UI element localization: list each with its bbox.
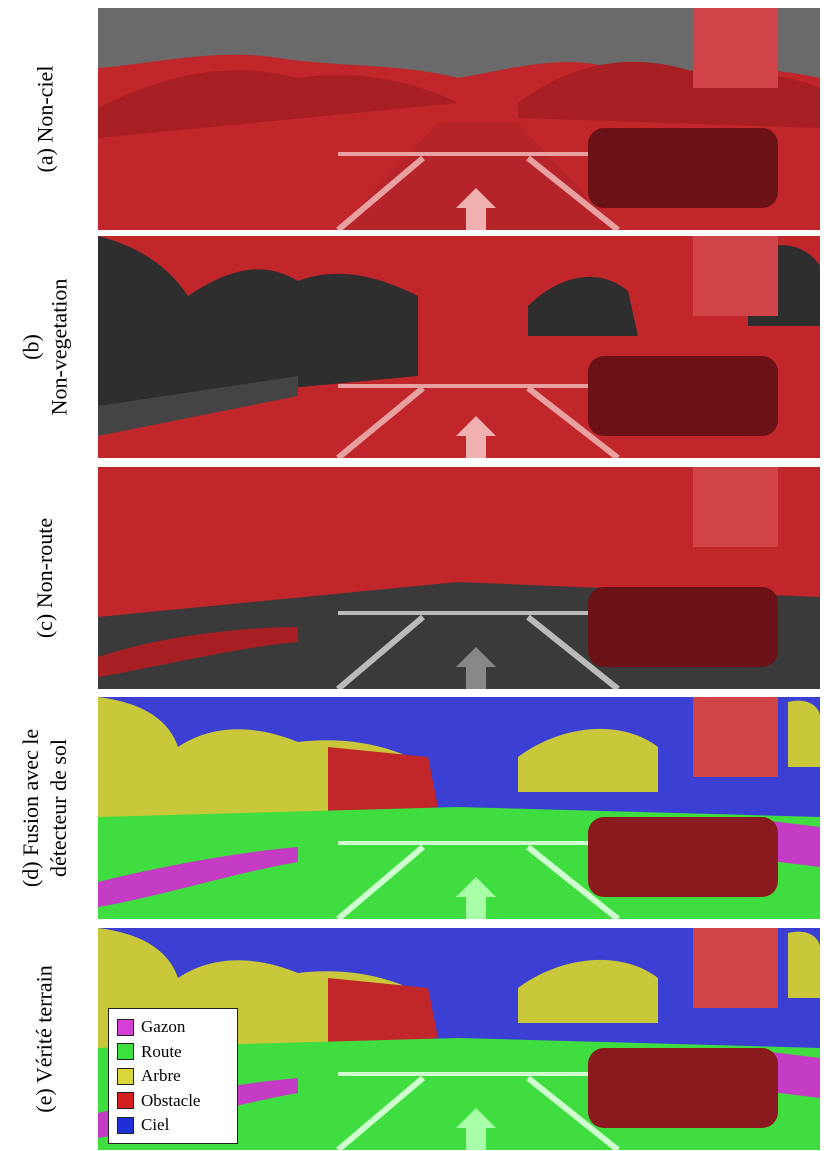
label-line: (a) Non-ciel (32, 65, 58, 173)
legend-item-gazon: Gazon (117, 1015, 229, 1040)
legend-item-route: Route (117, 1040, 229, 1065)
legend-item-ciel: Ciel (117, 1113, 229, 1138)
legend-item-arbre: Arbre (117, 1064, 229, 1089)
traffic-sign-icon (693, 467, 778, 547)
street-scene-image (98, 236, 820, 458)
street-scene-image (98, 928, 820, 1150)
legend-swatch (117, 1018, 134, 1036)
panel-non-route (98, 467, 820, 689)
legend-label: Obstacle (141, 1090, 201, 1110)
legend-swatch (117, 1043, 134, 1061)
row-label-e: (e) Vérité terrain (0, 928, 90, 1150)
row-label-c: (c) Non-route (0, 467, 90, 689)
panel-non-vegetation (98, 236, 820, 458)
label-line: détecteur de sol (46, 738, 72, 878)
traffic-sign-icon (693, 697, 778, 777)
legend: Gazon Route Arbre Obstacle Ciel (108, 1008, 238, 1144)
road-arrow-icon (456, 188, 496, 230)
road-arrow-icon (456, 416, 496, 458)
car-icon (588, 1048, 778, 1128)
row-label-b: (b) Non-vegetation (0, 236, 90, 458)
label-line: (e) Vérité terrain (32, 965, 57, 1113)
road-arrow-icon (456, 647, 496, 689)
car-icon (588, 356, 778, 436)
panel-verite-terrain (98, 928, 820, 1150)
car-icon (588, 587, 778, 667)
road-arrow-icon (456, 877, 496, 919)
legend-swatch (117, 1092, 134, 1110)
label-line: (c) Non-route (32, 517, 57, 639)
traffic-sign-icon (693, 928, 778, 1008)
car-icon (588, 128, 778, 208)
car-icon (588, 817, 778, 897)
label-line: Non-vegetation (46, 278, 72, 416)
street-scene-image (98, 8, 820, 230)
row-label-a: (a) Non-ciel (0, 8, 90, 230)
legend-label: Ciel (141, 1115, 170, 1135)
legend-label: Gazon (141, 1017, 186, 1037)
legend-swatch (117, 1116, 134, 1134)
road-arrow-icon (456, 1108, 496, 1150)
label-line: (b) (18, 334, 44, 360)
panel-fusion (98, 697, 820, 919)
legend-label: Arbre (141, 1066, 181, 1086)
legend-label: Route (141, 1041, 182, 1061)
row-label-d: (d) Fusion avec le détecteur de sol (0, 697, 90, 919)
panel-non-ciel (98, 8, 820, 230)
traffic-sign-icon (693, 8, 778, 88)
label-line: (d) Fusion avec le (18, 728, 44, 888)
street-scene-image (98, 697, 820, 919)
traffic-sign-icon (693, 236, 778, 316)
legend-item-obstacle: Obstacle (117, 1089, 229, 1114)
legend-swatch (117, 1067, 134, 1085)
street-scene-image (98, 467, 820, 689)
